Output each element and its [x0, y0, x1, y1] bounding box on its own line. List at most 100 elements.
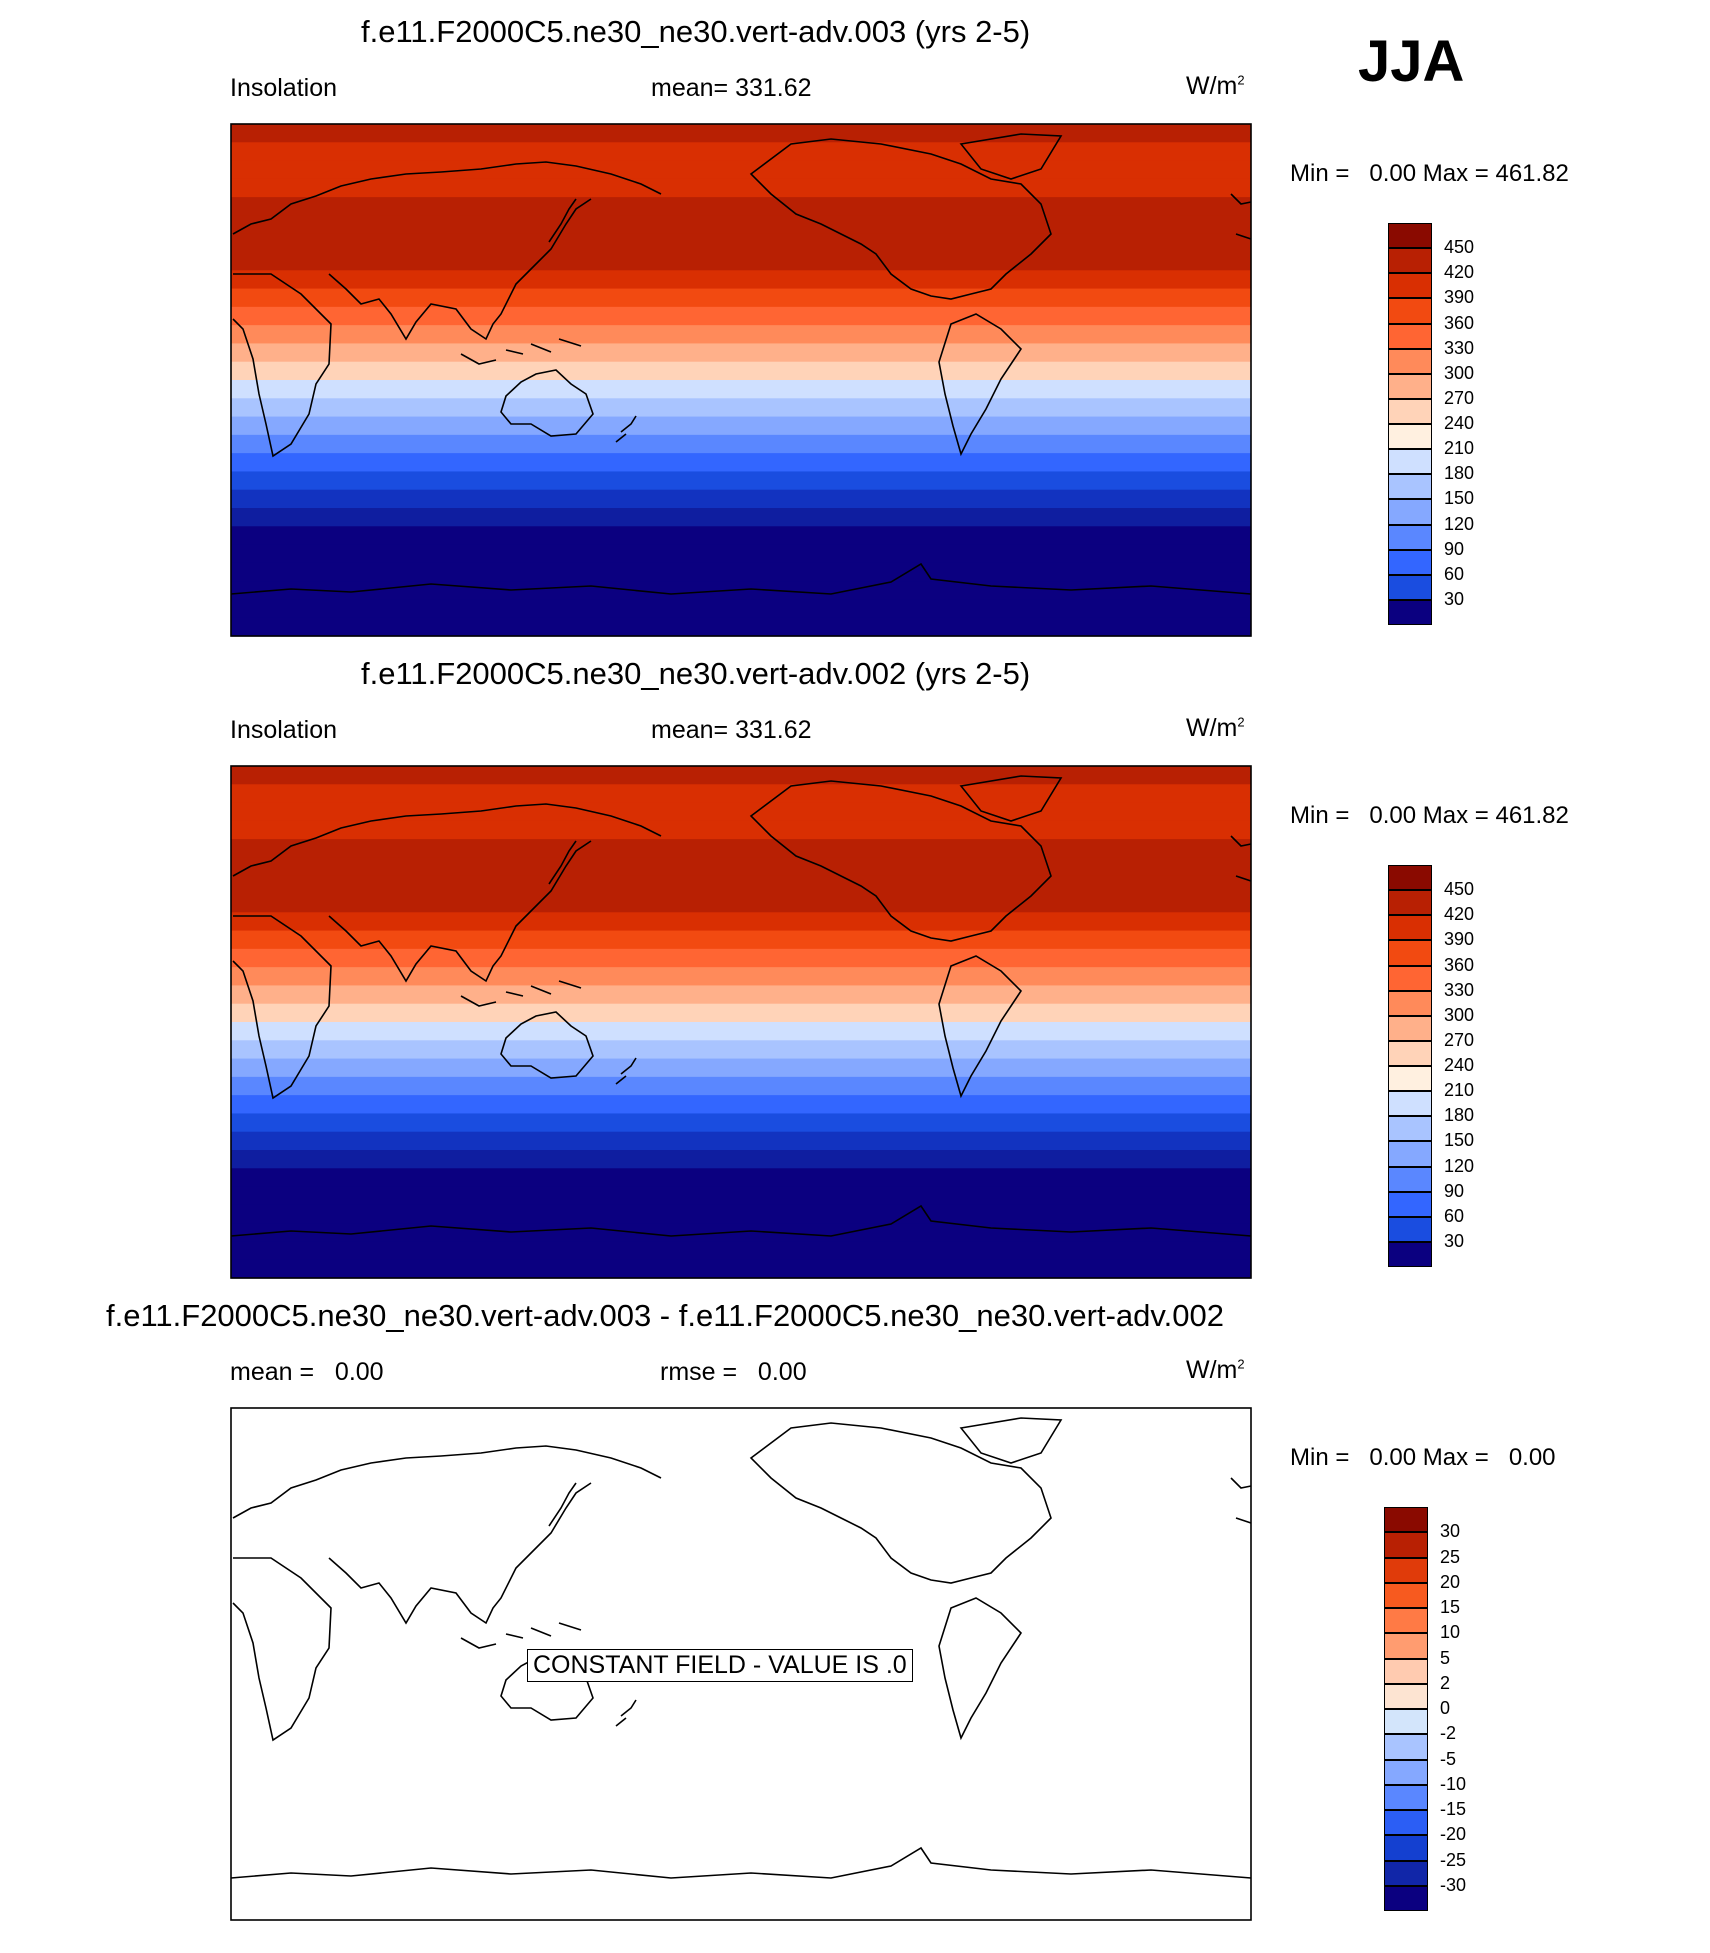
panel2-units: W/m2	[1186, 714, 1245, 742]
colorbar-box	[1384, 1658, 1428, 1684]
colorbar-tick-label: 90	[1444, 1180, 1465, 1201]
coastline	[232, 273, 332, 458]
contour-band	[231, 839, 1251, 859]
colorbar-box	[1384, 1557, 1428, 1583]
colorbar-tick-label: 240	[1444, 1055, 1475, 1075]
coastline	[230, 562, 1252, 595]
coastline	[230, 1204, 1252, 1237]
colorbar-tick-label: -2	[1440, 1723, 1457, 1744]
colorbar-box	[1388, 549, 1432, 575]
panel1-colorbar: 450 420 390 360 330 300 270 240 210 180 150 120 90 60…	[1388, 223, 1474, 625]
colorbar-tick-label: 360	[1444, 954, 1475, 975]
colorbar-box	[1384, 1784, 1428, 1810]
colorbar-box	[1384, 1532, 1428, 1558]
coastline	[500, 1011, 594, 1079]
colorbar-tick-label: 20	[1440, 1571, 1461, 1592]
panel2-colorbar: 450 420 390 360 330 300 270 240 210 180 150 120 90 60…	[1388, 865, 1474, 1267]
colorbar-box	[1388, 990, 1432, 1016]
coastline	[938, 1597, 1023, 1741]
colorbar-tick-label: 30	[1444, 1230, 1465, 1251]
colorbar-box	[1384, 1683, 1428, 1709]
contour-band	[231, 967, 1251, 987]
contour-band	[231, 489, 1251, 509]
contour-band	[231, 930, 1251, 950]
colorbar-tick-label: 150	[1444, 1130, 1475, 1151]
colorbar-tick-label: 2	[1440, 1672, 1451, 1693]
coastline	[1230, 835, 1252, 882]
coastline	[938, 313, 1023, 457]
colorbar-box	[1384, 1633, 1428, 1659]
panel2-variable: Insolation	[230, 716, 338, 744]
panel3-title: f.e11.F2000C5.ne30_ne30.vert-adv.003 - f…	[106, 1298, 1224, 1333]
contour-band	[231, 471, 1251, 491]
colorbar-box	[1388, 373, 1432, 399]
contour-band	[231, 599, 1251, 619]
coastline	[615, 1057, 637, 1085]
contour-band	[231, 784, 1251, 804]
colorbar-tick-label: 180	[1444, 1105, 1475, 1126]
colorbar-box	[1388, 599, 1432, 625]
colorbar-tick-label: 120	[1444, 1155, 1475, 1176]
panel3-rmse: rmse = 0.00	[660, 1358, 807, 1386]
panel3-mean: mean = 0.00	[230, 1358, 384, 1386]
contour-band	[231, 270, 1251, 290]
colorbar-tick-label: 360	[1444, 312, 1475, 333]
panel2-mean: mean= 331.62	[651, 716, 812, 744]
colorbar-box	[1384, 1860, 1428, 1886]
contour-band	[231, 912, 1251, 932]
colorbar-box	[1384, 1709, 1428, 1735]
coastline	[548, 1482, 577, 1527]
colorbar-box	[1388, 348, 1432, 374]
coastline	[460, 980, 582, 1007]
coastline	[959, 1417, 1063, 1464]
colorbar-tick-label: 180	[1444, 463, 1475, 484]
colorbar-tick-label: 5	[1440, 1647, 1451, 1668]
colorbar-box	[1388, 424, 1432, 450]
colorbar-tick-label: 450	[1444, 879, 1475, 900]
contour-band	[231, 526, 1251, 546]
coastline	[232, 1557, 332, 1742]
colorbar-box	[1384, 1582, 1428, 1608]
panel1-map	[230, 123, 1252, 637]
contour-band	[231, 1223, 1251, 1243]
colorbar-tick-label: -10	[1440, 1773, 1467, 1794]
colorbar-tick-label: 90	[1444, 538, 1465, 559]
colorbar-box	[1388, 1191, 1432, 1217]
panel2-minmax: Min = 0.00 Max = 461.82	[1290, 802, 1569, 829]
coastline	[749, 138, 1052, 300]
contour-band	[231, 875, 1251, 895]
coastline	[328, 840, 592, 983]
contour-band	[231, 178, 1251, 198]
contour-band	[231, 306, 1251, 326]
contour-band	[231, 233, 1251, 253]
colorbar-tick-label: 270	[1444, 1029, 1475, 1050]
contour-band	[231, 325, 1251, 345]
coastline	[328, 1482, 592, 1625]
colorbar-tick-label: -15	[1440, 1799, 1467, 1819]
map-frame	[230, 123, 1252, 637]
panel2-map	[230, 765, 1252, 1279]
colorbar-tick-label: 15	[1440, 1597, 1461, 1617]
coastline	[548, 198, 577, 243]
colorbar-tick-label: 120	[1444, 513, 1475, 534]
coastline	[232, 161, 662, 235]
colorbar-tick-label: -25	[1440, 1849, 1467, 1870]
colorbar-tick-label: 10	[1440, 1622, 1461, 1643]
contour-band	[231, 544, 1251, 564]
panel2-title: f.e11.F2000C5.ne30_ne30.vert-adv.002 (yr…	[361, 656, 1031, 691]
colorbar-tick-label: 150	[1444, 488, 1475, 509]
colorbar-box	[1384, 1759, 1428, 1785]
panel1-variable: Insolation	[230, 74, 338, 102]
colorbar-box	[1388, 273, 1432, 299]
colorbar-tick-label: 60	[1444, 1205, 1465, 1226]
coastline	[548, 840, 577, 885]
contour-band	[231, 434, 1251, 454]
colorbar-box	[1384, 1734, 1428, 1760]
panel1-units: W/m2	[1186, 72, 1245, 100]
contour-band	[231, 1168, 1251, 1188]
colorbar-tick-label: -5	[1440, 1748, 1457, 1769]
coastline	[500, 369, 594, 437]
contour-band	[231, 820, 1251, 840]
map-frame	[230, 1407, 1252, 1921]
coastline	[460, 338, 582, 365]
